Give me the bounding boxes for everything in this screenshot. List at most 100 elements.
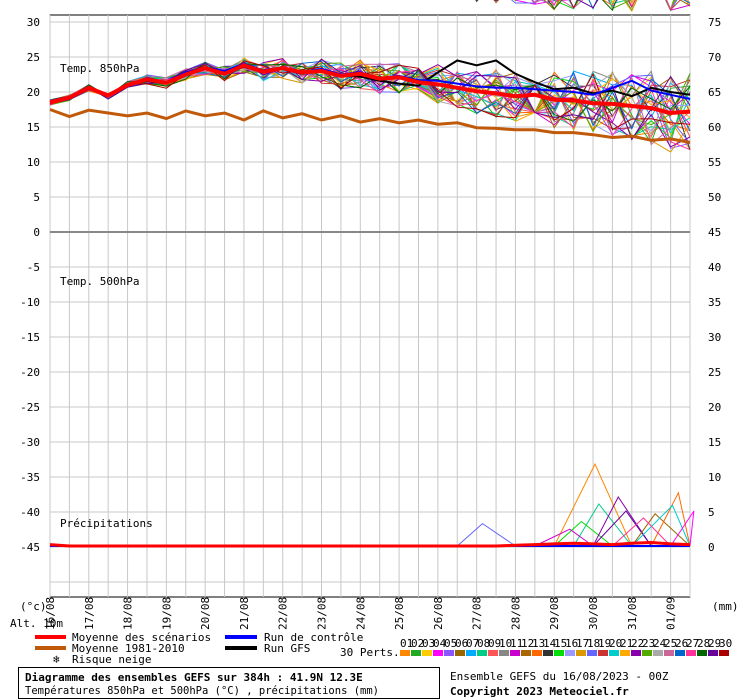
x-tick-label: 20/08 <box>199 597 212 630</box>
panel-label-precip: Précipitations <box>60 517 153 530</box>
pert-color-swatch <box>499 650 509 656</box>
main-series <box>49 59 691 548</box>
perts-label: 30 Perts. <box>340 646 400 659</box>
x-tick-label: 30/08 <box>587 597 600 630</box>
x-tick-label: 28/08 <box>509 597 522 630</box>
legend-mean-label: Moyenne des scénarios <box>72 631 211 644</box>
pert-number: 11 <box>510 637 523 650</box>
pert-number: 03 <box>422 637 435 650</box>
tick-left-850: 15 <box>27 121 40 134</box>
precip-member-line <box>534 528 594 547</box>
precip-member-line <box>670 510 695 547</box>
pert-color-swatch <box>576 650 586 656</box>
pert-color-swatch <box>642 650 652 656</box>
tick-left-850: 0 <box>33 226 40 239</box>
x-tick-label: 26/08 <box>432 597 445 630</box>
tick-right-850: 55 <box>708 156 721 169</box>
tick-left-500: -40 <box>20 506 40 519</box>
precip-member-line <box>456 522 516 547</box>
x-tick-label: 25/08 <box>393 597 406 630</box>
pert-number: 16 <box>565 637 578 650</box>
pert-number: 29 <box>708 637 721 650</box>
pert-number: 12 <box>521 637 534 650</box>
pert-color-swatch <box>477 650 487 656</box>
pert-number: 24 <box>653 637 667 650</box>
pert-number: 14 <box>543 637 557 650</box>
pert-color-swatch <box>411 650 421 656</box>
pert-number: 17 <box>576 637 589 650</box>
tick-right-500: 5 <box>708 506 715 519</box>
member-line <box>624 0 638 12</box>
ensemble-info: Ensemble GEFS du 16/08/2023 - 00Z <box>450 670 669 683</box>
tick-left-850: 25 <box>27 51 40 64</box>
right-unit-label: (mm) <box>712 600 739 613</box>
x-tick-group: 21/08 <box>238 597 251 630</box>
tick-left-500: -15 <box>20 331 40 344</box>
pert-number: 08 <box>477 637 490 650</box>
tick-right-500: 15 <box>708 436 721 449</box>
pert-color-swatch <box>587 650 597 656</box>
x-tick-group: 31/08 <box>626 597 639 630</box>
pert-color-swatch <box>433 650 443 656</box>
x-tick-group: 01/09 <box>665 597 678 630</box>
pert-number: 15 <box>554 637 567 650</box>
pert-color-swatch <box>466 650 476 656</box>
member-line <box>547 0 617 12</box>
pert-number: 02 <box>411 637 424 650</box>
footer-subtitle: Températures 850hPa et 500hPa (°C) , pré… <box>25 685 380 697</box>
pert-number: 30 <box>719 637 732 650</box>
tick-left-500: -45 <box>20 541 40 554</box>
member-line <box>553 0 676 12</box>
altitude-label: Alt. 10m <box>10 617 63 630</box>
climatology-line-850 <box>49 108 691 144</box>
pert-color-swatch <box>455 650 465 656</box>
tick-left-500: -5 <box>27 261 40 274</box>
precip-member-line <box>592 496 652 547</box>
x-tick-group: 18/08 <box>122 597 135 630</box>
precip-member-line <box>612 517 671 547</box>
precip-member-line <box>650 491 691 547</box>
copyright: Copyright 2023 Meteociel.fr <box>450 685 629 698</box>
tick-left-500: -20 <box>20 366 40 379</box>
pert-number: 19 <box>598 637 611 650</box>
member-line <box>494 0 599 9</box>
pert-number: 07 <box>466 637 479 650</box>
pert-number: 01 <box>400 637 413 650</box>
x-tick-group: 28/08 <box>509 597 522 630</box>
x-tick-label: 16/08 <box>44 597 57 630</box>
tick-right-500: 40 <box>708 261 721 274</box>
pert-color-swatch <box>422 650 432 656</box>
pert-number: 05 <box>444 637 457 650</box>
tick-right-850: 45 <box>708 226 721 239</box>
tick-left-850: 20 <box>27 86 40 99</box>
tick-left-850: 10 <box>27 156 40 169</box>
precip-member-line <box>631 513 691 547</box>
member-line <box>552 0 691 10</box>
x-tick-label: 17/08 <box>83 597 96 630</box>
member-line <box>514 0 675 11</box>
mean-line-precip <box>49 540 691 548</box>
footer-box: Diagramme des ensembles GEFS sur 384h : … <box>18 667 440 699</box>
pert-color-swatch <box>598 650 608 656</box>
x-tick-label: 18/08 <box>122 597 135 630</box>
tick-left-500: -10 <box>20 296 40 309</box>
x-tick-label: 27/08 <box>471 597 484 630</box>
pert-color-swatch <box>631 650 641 656</box>
x-tick-label: 29/08 <box>548 597 561 630</box>
chart-axes: 302520151050-5-10-15-20-25-30-35-40-4575… <box>10 16 739 630</box>
pert-number: 06 <box>455 637 468 650</box>
tick-right-500: 0 <box>708 541 715 554</box>
x-tick-group: 29/08 <box>548 597 561 630</box>
tick-left-500: -25 <box>20 401 40 414</box>
member-line <box>610 0 629 5</box>
pert-number: 09 <box>488 637 501 650</box>
member-line <box>629 0 691 5</box>
precip-member-line <box>573 503 633 547</box>
legend-snow-label: Risque neige <box>72 653 151 666</box>
x-tick-label: 22/08 <box>277 597 290 630</box>
pert-number: 21 <box>620 637 633 650</box>
panel-label-850: Temp. 850hPa <box>60 62 139 75</box>
member-line <box>493 0 691 11</box>
pert-number: 18 <box>587 637 600 650</box>
